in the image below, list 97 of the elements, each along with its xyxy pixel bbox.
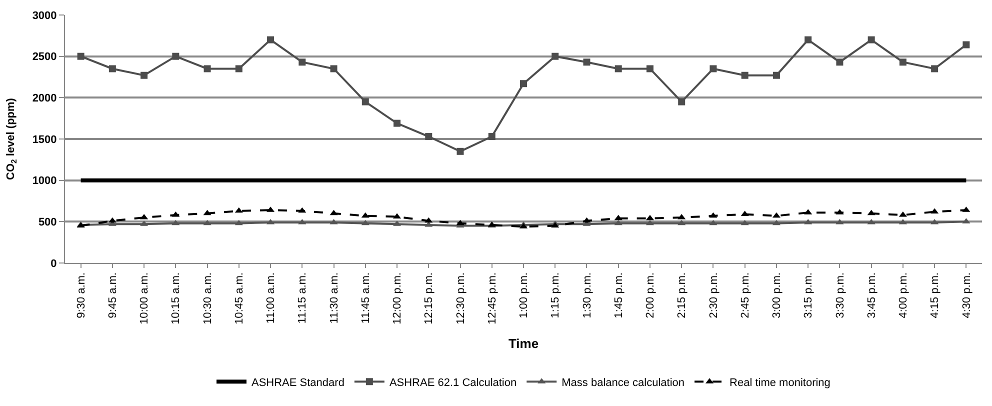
x-tick-label: 12:00 p.m. — [392, 272, 404, 324]
legend-label: Real time monitoring — [730, 376, 830, 389]
point — [867, 218, 876, 224]
point — [804, 36, 812, 44]
point — [614, 65, 622, 72]
x-tick-label: 1:45 p.m. — [612, 272, 625, 318]
x-tick-label: 10:15 a.m. — [170, 272, 182, 324]
y-tick-label: 0 — [50, 258, 57, 270]
point — [424, 217, 433, 223]
x-tick-label: 3:00 p.m. — [771, 272, 784, 318]
x-tick-label: 12:15 p.m. — [423, 272, 436, 324]
point — [234, 207, 243, 213]
point — [836, 58, 844, 66]
point — [678, 98, 686, 106]
point — [172, 52, 180, 60]
point — [709, 212, 718, 218]
x-tick-label: 2:30 p.m. — [708, 272, 720, 318]
y-tick-label: 1500 — [32, 134, 57, 146]
point — [614, 214, 622, 220]
point — [425, 133, 432, 140]
point — [868, 36, 875, 44]
legend-label: Mass balance calculation — [562, 376, 685, 389]
x-tick-label: 2:45 p.m. — [739, 272, 752, 318]
point — [234, 220, 243, 226]
point — [330, 218, 338, 224]
y-tick-label: 3000 — [32, 10, 57, 22]
point — [204, 65, 211, 72]
point — [172, 220, 180, 226]
point — [362, 98, 369, 106]
y-tick-label: 1000 — [32, 175, 57, 188]
point — [77, 52, 84, 60]
point — [108, 65, 116, 72]
x-tick-label: 12:30 p.m. — [454, 272, 467, 324]
point — [646, 65, 654, 72]
point — [361, 212, 370, 218]
y-tick-label: 500 — [38, 216, 57, 229]
point — [330, 210, 338, 216]
x-tick-label: 9:30 a.m. — [75, 272, 88, 318]
point — [740, 220, 749, 226]
x-axis-title: Time — [508, 336, 539, 351]
y-tick-label: 2000 — [32, 92, 57, 105]
point — [836, 218, 844, 224]
point — [203, 220, 212, 226]
x-tick-label: 12:45 p.m. — [486, 272, 498, 324]
point — [235, 65, 242, 72]
x-tick-label: 10:45 a.m. — [233, 272, 246, 324]
x-tick-label: 1:15 p.m. — [550, 272, 562, 318]
x-tick-label: 9:45 a.m. — [107, 272, 120, 318]
point — [361, 220, 370, 226]
point — [804, 218, 812, 224]
legend-label: ASHRAE 62.1 Calculation — [389, 376, 517, 389]
x-tick-label: 3:45 p.m. — [866, 272, 878, 318]
point — [520, 80, 527, 88]
point — [899, 58, 906, 66]
legend-label: ASHRAE Standard — [252, 376, 344, 389]
point — [330, 65, 338, 72]
x-tick-label: 11:00 a.m. — [265, 272, 278, 324]
point — [298, 218, 306, 224]
point — [741, 72, 748, 79]
point — [898, 218, 907, 224]
point — [298, 58, 306, 66]
x-tick-label: 2:15 p.m. — [676, 272, 688, 318]
point — [108, 217, 116, 223]
point — [709, 220, 718, 226]
point — [488, 133, 496, 140]
y-tick-label: 2500 — [32, 51, 57, 64]
point — [267, 36, 274, 44]
x-tick-label: 1:30 p.m. — [581, 272, 594, 318]
x-tick-label: 4:15 p.m. — [929, 272, 942, 318]
x-tick-label: 1:00 p.m. — [518, 272, 530, 318]
point — [962, 41, 970, 48]
point — [710, 65, 717, 72]
point — [614, 220, 622, 226]
point — [298, 207, 306, 213]
x-tick-label: 10:30 a.m. — [202, 272, 214, 324]
x-tick-label: 3:30 p.m. — [834, 272, 846, 318]
x-tick-label: 4:00 p.m. — [898, 272, 910, 318]
point — [582, 217, 591, 223]
point — [456, 148, 464, 155]
point — [552, 52, 559, 60]
point — [456, 220, 464, 226]
point — [394, 120, 401, 127]
point — [583, 58, 590, 66]
x-tick-label: 4:30 p.m. — [960, 272, 973, 318]
point — [772, 72, 780, 79]
point — [678, 220, 686, 226]
x-tick-label: 10:00 a.m. — [138, 272, 151, 324]
point — [931, 65, 938, 72]
point — [203, 210, 212, 216]
point — [867, 210, 876, 216]
x-tick-label: 11:30 a.m. — [328, 272, 340, 324]
x-tick-label: 3:15 p.m. — [802, 272, 815, 318]
x-tick-label: 2:00 p.m. — [644, 272, 657, 318]
x-tick-label: 11:15 a.m. — [296, 272, 309, 324]
x-tick-label: 11:45 a.m. — [360, 272, 372, 324]
point — [140, 72, 148, 79]
point — [930, 218, 939, 224]
